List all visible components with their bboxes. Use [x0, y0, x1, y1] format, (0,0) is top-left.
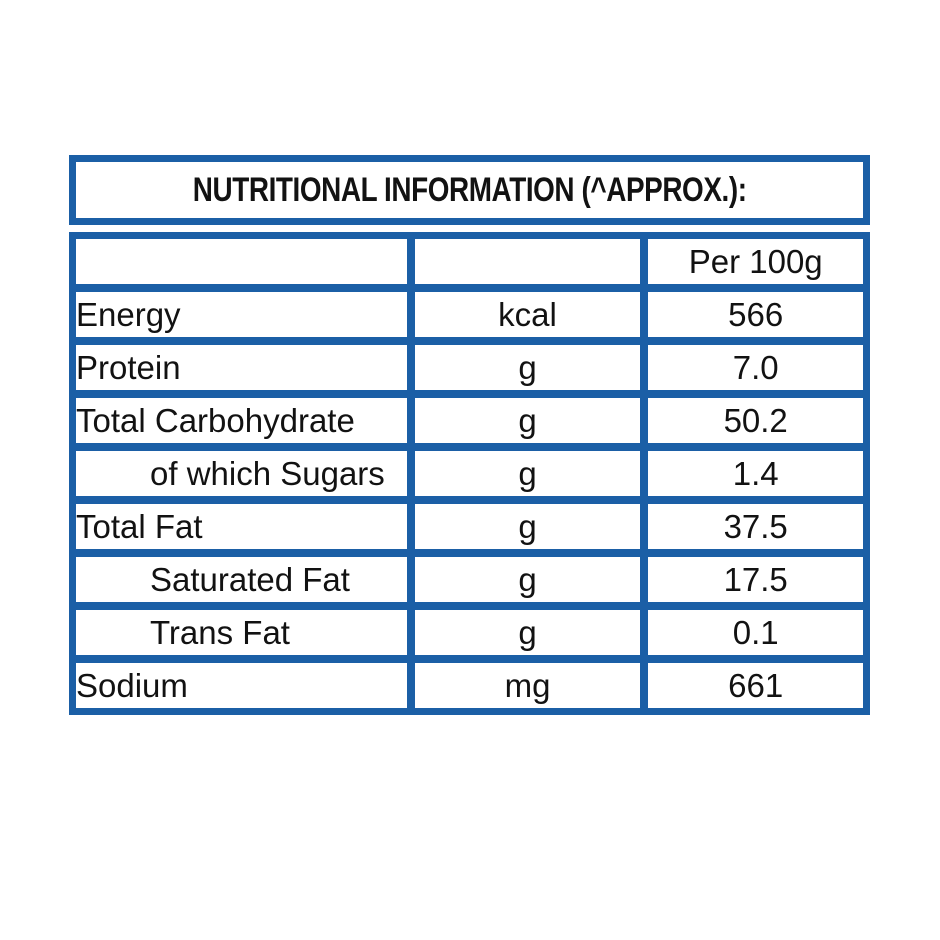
table-row: Trans Fat g 0.1	[72, 606, 867, 659]
table-row: Total Carbohydrate g 50.2	[72, 394, 867, 447]
nutrition-table: Per 100g Energy kcal 566 Protein g 7.0 T…	[69, 232, 870, 715]
nutrient-value: 661	[644, 659, 867, 712]
nutrition-label: NUTRITIONAL INFORMATION (^APPROX.): Per …	[69, 155, 870, 715]
nutrient-value: 566	[644, 288, 867, 341]
nutrition-table-body: Energy kcal 566 Protein g 7.0 Total Carb…	[72, 288, 867, 712]
nutrient-name: Total Fat	[72, 500, 411, 553]
nutrient-unit: g	[410, 606, 645, 659]
table-row: Energy kcal 566	[72, 288, 867, 341]
table-row: Saturated Fat g 17.5	[72, 553, 867, 606]
nutrition-title-box: NUTRITIONAL INFORMATION (^APPROX.):	[69, 155, 870, 225]
nutrient-unit: g	[410, 341, 645, 394]
nutrient-name: Energy	[72, 288, 411, 341]
nutrient-name: Total Carbohydrate	[72, 394, 411, 447]
table-row: Total Fat g 37.5	[72, 500, 867, 553]
nutrient-value: 7.0	[644, 341, 867, 394]
nutrient-value: 50.2	[644, 394, 867, 447]
nutrient-unit: g	[410, 553, 645, 606]
nutrient-name: Trans Fat	[72, 606, 411, 659]
header-unit-cell	[410, 235, 645, 288]
nutrient-value: 37.5	[644, 500, 867, 553]
table-row: Sodium mg 661	[72, 659, 867, 712]
nutrient-name: Saturated Fat	[72, 553, 411, 606]
nutrient-name: Protein	[72, 341, 411, 394]
table-row: of which Sugars g 1.4	[72, 447, 867, 500]
nutrient-value: 1.4	[644, 447, 867, 500]
table-row: Protein g 7.0	[72, 341, 867, 394]
nutrient-unit: g	[410, 394, 645, 447]
header-nutrient-cell	[72, 235, 411, 288]
nutrient-value: 0.1	[644, 606, 867, 659]
nutrition-title: NUTRITIONAL INFORMATION (^APPROX.):	[192, 170, 747, 209]
nutrient-name: Sodium	[72, 659, 411, 712]
nutrient-value: 17.5	[644, 553, 867, 606]
table-header-row: Per 100g	[72, 235, 867, 288]
nutrient-unit: mg	[410, 659, 645, 712]
nutrient-unit: g	[410, 447, 645, 500]
nutrient-name: of which Sugars	[72, 447, 411, 500]
header-per-100g-cell: Per 100g	[644, 235, 867, 288]
nutrient-unit: g	[410, 500, 645, 553]
nutrient-unit: kcal	[410, 288, 645, 341]
